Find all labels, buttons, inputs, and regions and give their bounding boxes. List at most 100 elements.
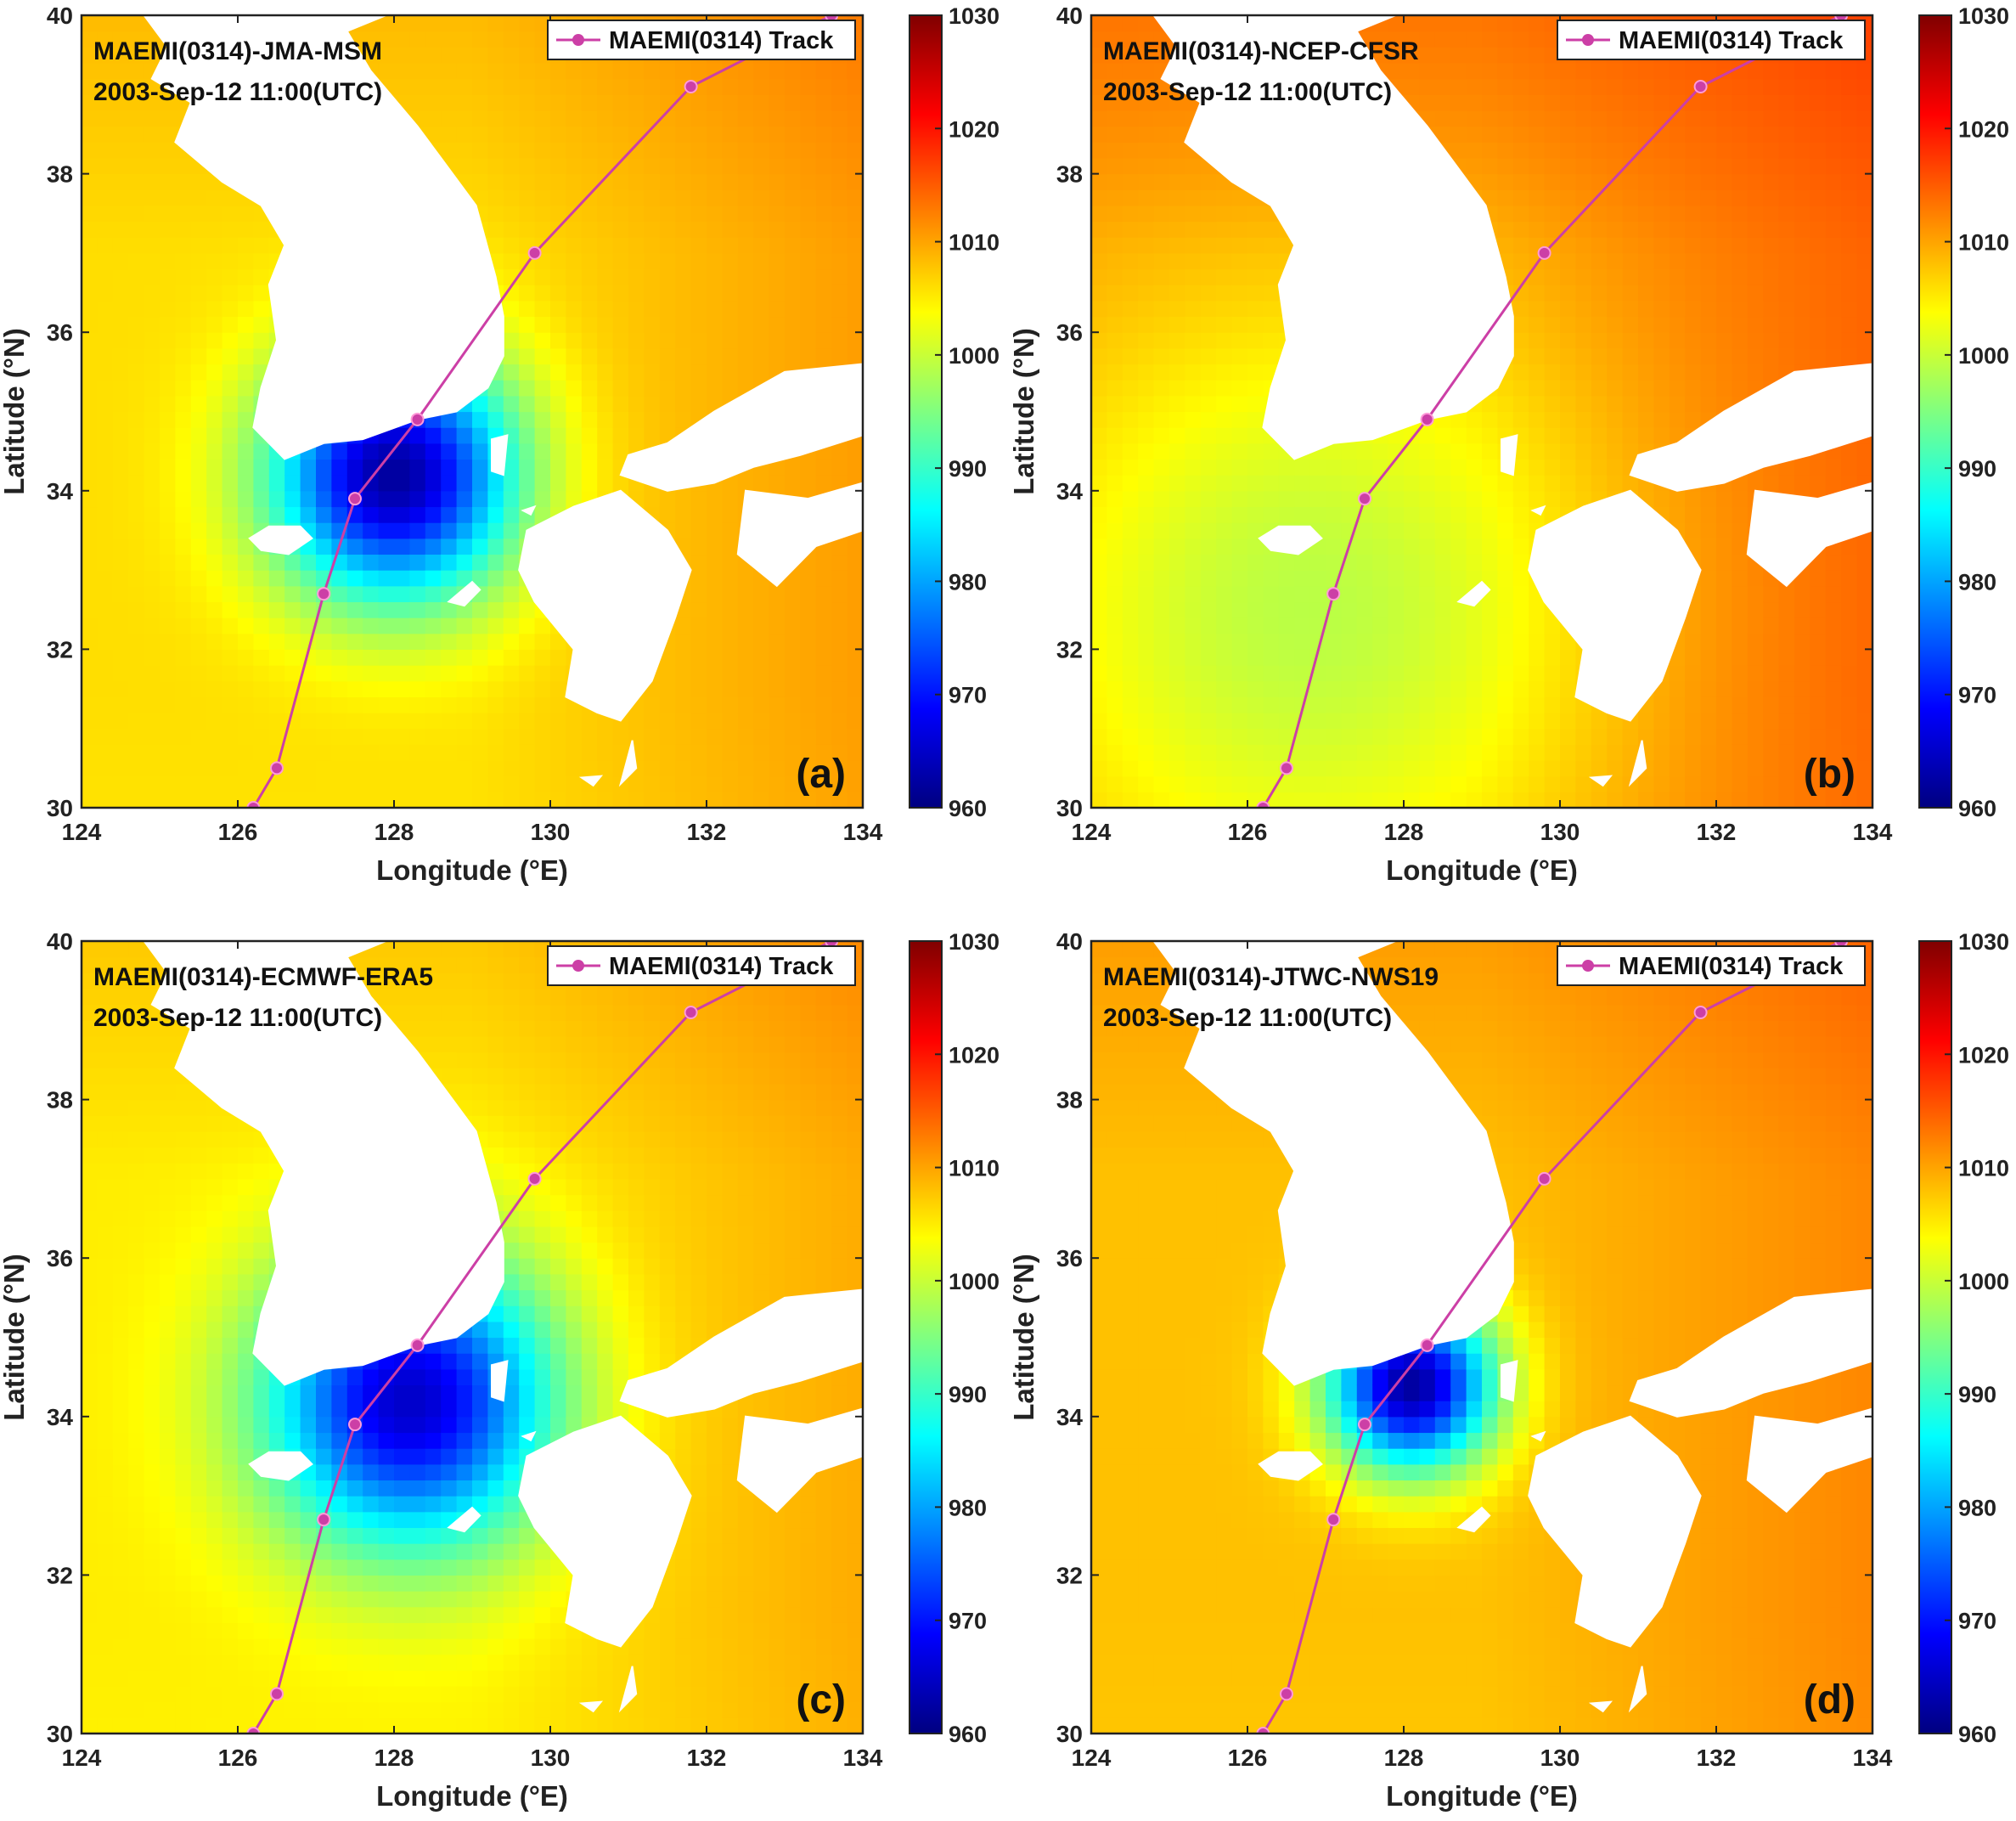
land-honshu [619, 363, 863, 492]
land-goto [447, 580, 481, 607]
plot-area [82, 941, 863, 1734]
x-tick-label: 126 [1228, 819, 1268, 845]
track-line [252, 15, 832, 808]
y-tick-label: 32 [1056, 636, 1083, 662]
y-tick-label: 34 [1056, 478, 1084, 505]
track-point [1326, 587, 1341, 601]
y-tick-label: 30 [1056, 1721, 1083, 1747]
legend-label: MAEMI(0314) Track [1619, 27, 1844, 54]
colorbar-tick-label: 960 [1958, 1722, 1996, 1747]
colorbar-tick-label: 1010 [1958, 230, 2009, 256]
colorbar-tick-label: 1020 [1958, 1042, 2009, 1068]
x-axis-label: Longitude (°E) [376, 1780, 568, 1812]
x-tick-label: 128 [374, 1745, 414, 1771]
x-tick-label: 130 [1540, 1745, 1580, 1771]
track-point [1326, 1513, 1341, 1527]
y-tick-label: 32 [47, 636, 73, 662]
land-jeju [1258, 1451, 1323, 1481]
colorbar-bar [909, 14, 943, 809]
track-point [270, 1687, 284, 1701]
y-tick-label: 36 [47, 319, 73, 346]
x-tick-label: 126 [1228, 1745, 1268, 1771]
panel-c: 124 126 128 130 132 134 30 32 34 36 38 40 Longitude … [0, 928, 1000, 1812]
track-point [1280, 1687, 1293, 1701]
track-point [1358, 1418, 1371, 1432]
track-point [684, 79, 698, 93]
y-tick-label: 40 [1056, 3, 1083, 29]
panel-title-line: MAEMI(0314)-JTWC-NWS19 [1103, 963, 1439, 991]
land-goto [447, 1506, 481, 1533]
colorbar: 960 970 980 990 1000 1010 1020 1030 [909, 3, 1000, 821]
x-tick-label: 132 [687, 1745, 727, 1771]
x-tick-label: 126 [218, 1745, 258, 1771]
track-point [1420, 1338, 1434, 1352]
colorbar-tick-label: 980 [1958, 1495, 1996, 1520]
colorbar-tick-label: 1020 [949, 1042, 1000, 1068]
land-tsushima [1501, 434, 1518, 476]
plot-area [1091, 15, 1872, 808]
x-tick-label: 134 [843, 1745, 883, 1771]
x-axis-label: Longitude (°E) [376, 854, 568, 886]
x-tick-label: 128 [374, 819, 414, 845]
colorbar-tick-label: 990 [949, 1382, 987, 1407]
x-tick-label: 124 [62, 819, 102, 845]
colorbar: 960 970 980 990 1000 1010 1020 1030 [909, 929, 1000, 1747]
land-shikoku [1746, 482, 1872, 588]
x-tick-label: 130 [531, 1745, 571, 1771]
y-tick-label: 38 [1056, 161, 1083, 188]
land-yakushima [1588, 775, 1613, 787]
panels-container: 124 126 128 130 132 134 30 32 34 36 38 40 Longitude … [0, 3, 2009, 1812]
legend-label: MAEMI(0314) Track [609, 27, 834, 54]
panel-title-line: MAEMI(0314)-NCEP-CFSR [1103, 37, 1419, 65]
legend-label: MAEMI(0314) Track [1619, 953, 1844, 980]
land-goto [1456, 580, 1491, 607]
track-line [1262, 15, 1842, 808]
y-tick-label: 40 [47, 928, 73, 955]
colorbar-tick-label: 1020 [949, 116, 1000, 142]
track-point [1693, 1005, 1708, 1019]
panel-title-line: 2003-Sep-12 11:00(UTC) [93, 1004, 382, 1032]
plot-area [82, 15, 863, 808]
x-tick-label: 130 [531, 819, 571, 845]
x-tick-label: 134 [1853, 1745, 1893, 1771]
legend-marker-swatch [1582, 960, 1594, 972]
panel-b: 124 126 128 130 132 134 30 32 34 36 38 40 Longitude … [1008, 3, 2009, 886]
colorbar-tick-label: 960 [1958, 796, 1996, 821]
land-iki [1530, 1430, 1546, 1442]
y-axis-label: Latitude (°N) [1008, 328, 1039, 495]
land-jeju [1258, 525, 1323, 555]
land-shikoku [736, 1407, 863, 1514]
track-line [252, 941, 832, 1734]
land-tsushima [491, 1360, 509, 1402]
track-point [527, 245, 542, 260]
colorbar: 960 970 980 990 1000 1010 1020 1030 [1918, 929, 2009, 1747]
land-honshu [1629, 1288, 1872, 1418]
track-point [410, 1338, 425, 1352]
land-tanegashima [618, 740, 638, 787]
colorbar-tick-label: 970 [949, 683, 987, 708]
x-tick-label: 126 [218, 819, 258, 845]
colorbar-tick-label: 1030 [1958, 3, 2009, 29]
x-tick-label: 124 [62, 1745, 102, 1771]
y-axis-label: Latitude (°N) [0, 328, 30, 495]
track-point [246, 1727, 261, 1734]
panel-title-line: MAEMI(0314)-ECMWF-ERA5 [93, 963, 433, 991]
track-point [1420, 412, 1434, 426]
colorbar-bar [1918, 14, 1952, 809]
track-point [1256, 1727, 1270, 1734]
x-tick-label: 128 [1384, 1745, 1424, 1771]
colorbar-tick-label: 1000 [949, 1269, 1000, 1294]
colorbar-tick-label: 1030 [949, 929, 1000, 955]
y-tick-label: 32 [47, 1562, 73, 1588]
land-tanegashima [1628, 740, 1647, 787]
colorbar-tick-label: 980 [949, 569, 987, 595]
panel-title-line: 2003-Sep-12 11:00(UTC) [1103, 1004, 1392, 1032]
track-point [246, 801, 261, 808]
panel-title-line: 2003-Sep-12 11:00(UTC) [1103, 78, 1392, 106]
land-korea [143, 15, 504, 460]
panel-title-line: 2003-Sep-12 11:00(UTC) [93, 78, 382, 106]
y-tick-label: 30 [47, 795, 73, 821]
land-masses [143, 941, 863, 1713]
land-iki [1530, 505, 1546, 516]
